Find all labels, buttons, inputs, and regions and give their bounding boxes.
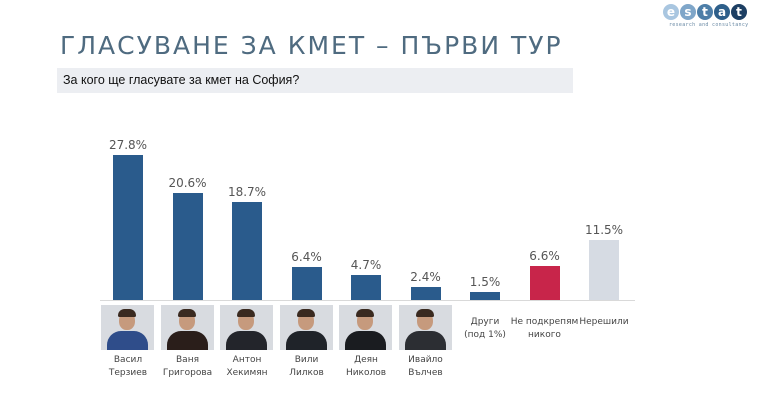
logo-letter-circle: t <box>697 4 713 20</box>
bar-column <box>515 265 575 300</box>
candidate-name: Антон Хекимян <box>226 355 268 378</box>
bar-column <box>396 287 456 300</box>
bar-column <box>158 192 218 300</box>
question-text: За кого ще гласувате за кмет на София? <box>63 73 300 87</box>
candidate-photo <box>220 305 273 350</box>
bar <box>589 240 619 300</box>
value-label: 6.4% <box>291 249 322 264</box>
hair-shape <box>237 309 255 317</box>
torso-shape <box>166 331 208 350</box>
value-label: 20.6% <box>168 175 207 190</box>
logo-letter-circle: t <box>731 4 747 20</box>
bar <box>410 287 441 300</box>
value-label: 2.4% <box>410 270 441 285</box>
torso-shape <box>285 331 327 350</box>
candidate-photo <box>279 305 333 350</box>
bar <box>470 292 500 300</box>
bar <box>351 275 381 300</box>
value-label: 11.5% <box>584 223 624 238</box>
candidate-photo <box>398 305 452 350</box>
torso-shape <box>404 331 446 350</box>
bar <box>291 266 322 300</box>
value-label: 4.7% <box>350 258 382 273</box>
bar-column <box>455 292 515 300</box>
logo-letter-circle: s <box>680 4 696 20</box>
question-banner: За кого ще гласувате за кмет на София? <box>57 68 573 93</box>
bar-column <box>98 155 158 300</box>
hair-shape <box>415 309 434 317</box>
bar-column <box>217 202 277 300</box>
category-label: Нерешили <box>579 317 629 327</box>
candidate-photo <box>101 305 154 350</box>
torso-shape <box>107 331 148 350</box>
logo-tagline: research and consultancy <box>669 22 749 28</box>
bar <box>529 265 560 300</box>
hair-shape <box>296 309 315 317</box>
bar-column <box>336 275 396 300</box>
value-label: 27.8% <box>108 138 148 152</box>
candidate-photo <box>339 305 392 350</box>
value-label: 1.5% <box>469 275 501 290</box>
logo-letter-circle: a <box>714 4 730 20</box>
category-label: Не подкрепям никого <box>510 317 579 340</box>
candidate-name: Васил Терзиев <box>108 355 148 378</box>
candidate-name: Деян Николов <box>345 355 387 378</box>
bar <box>113 155 143 300</box>
torso-shape <box>226 331 267 350</box>
candidate-photo <box>160 305 214 350</box>
hair-shape <box>118 309 136 317</box>
candidate-name: Вили Лилков <box>289 355 324 378</box>
candidate-name: Ваня Григорова <box>162 355 213 378</box>
hair-shape <box>177 309 196 317</box>
value-label: 18.7% <box>227 185 267 200</box>
torso-shape <box>345 331 386 350</box>
bar <box>232 202 262 300</box>
chart-baseline <box>100 300 635 301</box>
candidate-name: Ивайло Вълчев <box>408 355 443 378</box>
bar <box>172 192 203 300</box>
category-label: Други (под 1%) <box>464 317 506 340</box>
hair-shape <box>356 309 374 317</box>
bar-column <box>277 266 337 300</box>
value-label: 6.6% <box>529 248 560 263</box>
page-title: ГЛАСУВАНЕ ЗА КМЕТ – ПЪРВИ ТУР <box>60 31 563 60</box>
bar-column <box>574 240 634 300</box>
logo-letter-circle: e <box>663 4 679 20</box>
